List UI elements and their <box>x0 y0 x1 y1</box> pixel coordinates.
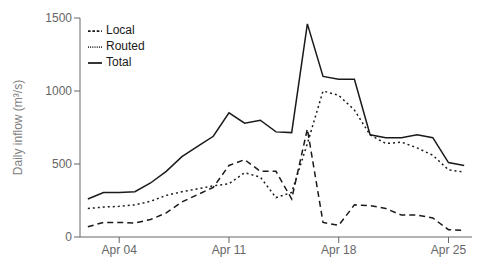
svg-text:Apr 04: Apr 04 <box>102 243 138 257</box>
svg-text:Apr 25: Apr 25 <box>431 243 467 257</box>
svg-text:1000: 1000 <box>45 84 72 98</box>
html-text:Routed: Routed <box>106 39 145 53</box>
svg-text:1500: 1500 <box>45 11 72 25</box>
svg-text:Apr 18: Apr 18 <box>321 243 357 257</box>
svg-text:Apr 11: Apr 11 <box>212 243 247 257</box>
svg-text:Daily inflow (m³/s): Daily inflow (m³/s) <box>11 80 25 175</box>
html-text:Total: Total <box>106 55 132 69</box>
html-text:Local: Local <box>106 23 135 37</box>
svg-text:500: 500 <box>52 157 72 171</box>
svg-text:0: 0 <box>65 230 72 244</box>
